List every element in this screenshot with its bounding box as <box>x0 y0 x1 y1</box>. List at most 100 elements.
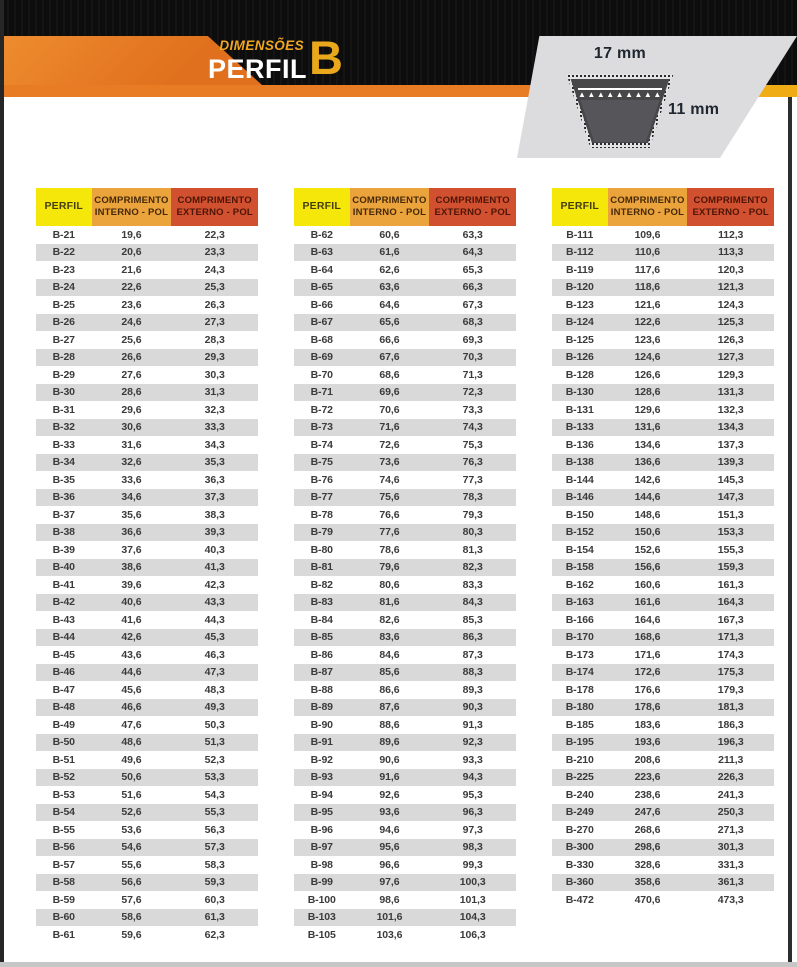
interno-cell: 183,6 <box>634 718 661 731</box>
table-row: B-162 160,6 161,3 <box>552 576 774 594</box>
perfil-cell: B-33 <box>52 438 75 451</box>
externo-cell: 28,3 <box>204 333 225 346</box>
externo-cell: 106,3 <box>459 928 486 941</box>
perfil-cell: B-48 <box>52 701 75 714</box>
interno-cell: 268,6 <box>634 823 661 836</box>
externo-cell: 331,3 <box>717 858 744 871</box>
interno-cell: 124,6 <box>634 351 661 364</box>
perfil-cell: B-89 <box>310 701 333 714</box>
table-row: B-47 45,6 48,3 <box>36 681 258 699</box>
interno-cell: 136,6 <box>634 456 661 469</box>
interno-cell: 172,6 <box>634 666 661 679</box>
externo-cell: 42,3 <box>204 578 225 591</box>
table-row: B-138 136,6 139,3 <box>552 453 774 471</box>
interno-cell: 89,6 <box>379 736 400 749</box>
externo-cell: 67,3 <box>462 298 483 311</box>
interno-cell: 117,6 <box>634 263 661 276</box>
externo-cell: 82,3 <box>462 561 483 574</box>
interno-cell: 94,6 <box>379 823 400 836</box>
table-row: B-146 144,6 147,3 <box>552 488 774 506</box>
perfil-cell: B-86 <box>310 648 333 661</box>
table-row: B-91 89,6 92,3 <box>294 733 516 751</box>
perfil-cell: B-95 <box>310 806 333 819</box>
table-row: B-152 150,6 153,3 <box>552 523 774 541</box>
perfil-cell: B-162 <box>565 578 594 591</box>
perfil-cell: B-54 <box>52 806 75 819</box>
table-row: B-72 70,6 73,3 <box>294 401 516 419</box>
perfil-cell: B-57 <box>52 858 75 871</box>
belt-width-label: 17 mm <box>593 45 647 62</box>
table-row: B-89 87,6 90,3 <box>294 698 516 716</box>
perfil-cell: B-22 <box>52 246 75 259</box>
interno-cell: 110,6 <box>634 246 661 259</box>
externo-cell: 137,3 <box>717 438 744 451</box>
externo-cell: 155,3 <box>717 543 744 556</box>
col-header-externo: COMPRIMENTO EXTERNO - POL <box>429 188 516 226</box>
perfil-cell: B-150 <box>565 508 594 521</box>
table-row: B-125 123,6 126,3 <box>552 331 774 349</box>
table-row: B-128 126,6 129,3 <box>552 366 774 384</box>
interno-cell: 328,6 <box>634 858 661 871</box>
perfil-cell: B-55 <box>52 823 75 836</box>
table-row: B-59 57,6 60,3 <box>36 891 258 909</box>
table-row: B-158 156,6 159,3 <box>552 558 774 576</box>
interno-cell: 81,6 <box>379 596 400 609</box>
interno-cell: 34,6 <box>121 491 142 504</box>
perfil-cell: B-41 <box>52 578 75 591</box>
perfil-cell: B-70 <box>310 368 333 381</box>
interno-cell: 51,6 <box>121 788 142 801</box>
perfil-cell: B-472 <box>565 893 594 906</box>
interno-cell: 144,6 <box>634 491 661 504</box>
perfil-cell: B-52 <box>52 771 75 784</box>
table-row: B-133 131,6 134,3 <box>552 418 774 436</box>
col-header-externo: COMPRIMENTO EXTERNO - POL <box>687 188 774 226</box>
perfil-cell: B-73 <box>310 421 333 434</box>
externo-cell: 51,3 <box>204 736 225 749</box>
externo-cell: 93,3 <box>462 753 483 766</box>
externo-cell: 65,3 <box>462 263 483 276</box>
interno-cell: 48,6 <box>121 736 142 749</box>
table-row: B-93 91,6 94,3 <box>294 768 516 786</box>
externo-cell: 75,3 <box>462 438 483 451</box>
externo-cell: 60,3 <box>204 893 225 906</box>
table-row: B-46 44,6 47,3 <box>36 663 258 681</box>
table-row: B-120 118,6 121,3 <box>552 278 774 296</box>
interno-cell: 208,6 <box>634 753 661 766</box>
externo-cell: 88,3 <box>462 666 483 679</box>
dimensions-table-2: PERFIL COMPRIMENTO INTERNO - POL COMPRIM… <box>294 188 516 944</box>
externo-cell: 473,3 <box>717 893 744 906</box>
table-row: B-56 54,6 57,3 <box>36 838 258 856</box>
perfil-cell: B-47 <box>52 683 75 696</box>
externo-cell: 24,3 <box>204 263 225 276</box>
table-row: B-360 358,6 361,3 <box>552 873 774 891</box>
interno-cell: 73,6 <box>379 456 400 469</box>
perfil-cell: B-87 <box>310 666 333 679</box>
table-row: B-44 42,6 45,3 <box>36 628 258 646</box>
perfil-cell: B-123 <box>565 298 594 311</box>
externo-cell: 72,3 <box>462 386 483 399</box>
externo-cell: 124,3 <box>717 298 744 311</box>
externo-cell: 175,3 <box>717 666 744 679</box>
perfil-cell: B-249 <box>565 806 594 819</box>
perfil-cell: B-81 <box>310 561 333 574</box>
table-header-row: PERFIL COMPRIMENTO INTERNO - POL COMPRIM… <box>294 188 516 226</box>
table-row: B-49 47,6 50,3 <box>36 716 258 734</box>
interno-cell: 238,6 <box>634 788 661 801</box>
perfil-cell: B-88 <box>310 683 333 696</box>
table-row: B-70 68,6 71,3 <box>294 366 516 384</box>
interno-cell: 70,6 <box>379 403 400 416</box>
table-row: B-30 28,6 31,3 <box>36 383 258 401</box>
col-header-interno: COMPRIMENTO INTERNO - POL <box>91 188 172 226</box>
belt-cross-section-core <box>580 100 660 142</box>
perfil-cell: B-44 <box>52 631 75 644</box>
table-row: B-174 172,6 175,3 <box>552 663 774 681</box>
table-row: B-210 208,6 211,3 <box>552 751 774 769</box>
perfil-cell: B-163 <box>565 596 594 609</box>
interno-cell: 68,6 <box>379 368 400 381</box>
interno-cell: 64,6 <box>379 298 400 311</box>
perfil-cell: B-65 <box>310 281 333 294</box>
interno-cell: 32,6 <box>121 456 142 469</box>
interno-cell: 168,6 <box>634 631 661 644</box>
col-header-externo: COMPRIMENTO EXTERNO - POL <box>171 188 258 226</box>
table-row: B-45 43,6 46,3 <box>36 646 258 664</box>
